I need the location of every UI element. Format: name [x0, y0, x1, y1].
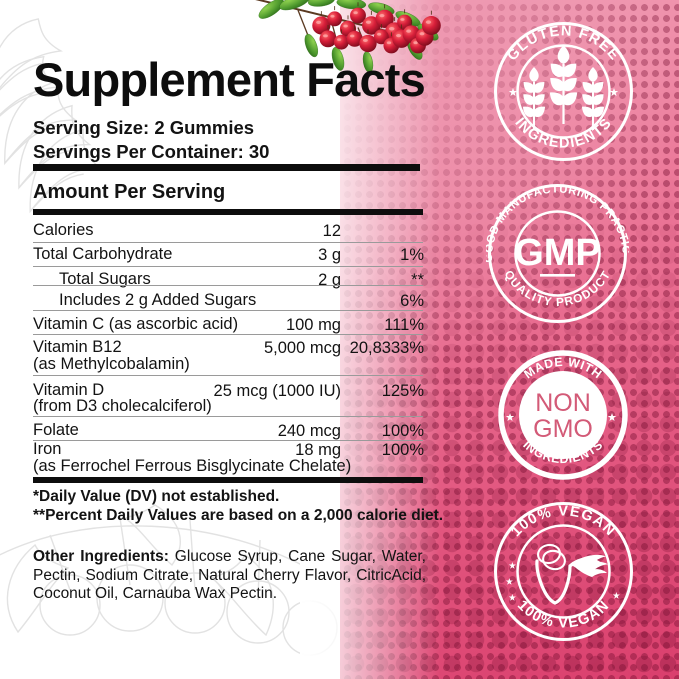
svg-text:GMP: GMP [514, 232, 601, 274]
svg-text:GMO: GMO [533, 415, 593, 443]
svg-text:NON: NON [535, 389, 591, 417]
svg-text:100% VEGAN: 100% VEGAN [514, 597, 613, 631]
